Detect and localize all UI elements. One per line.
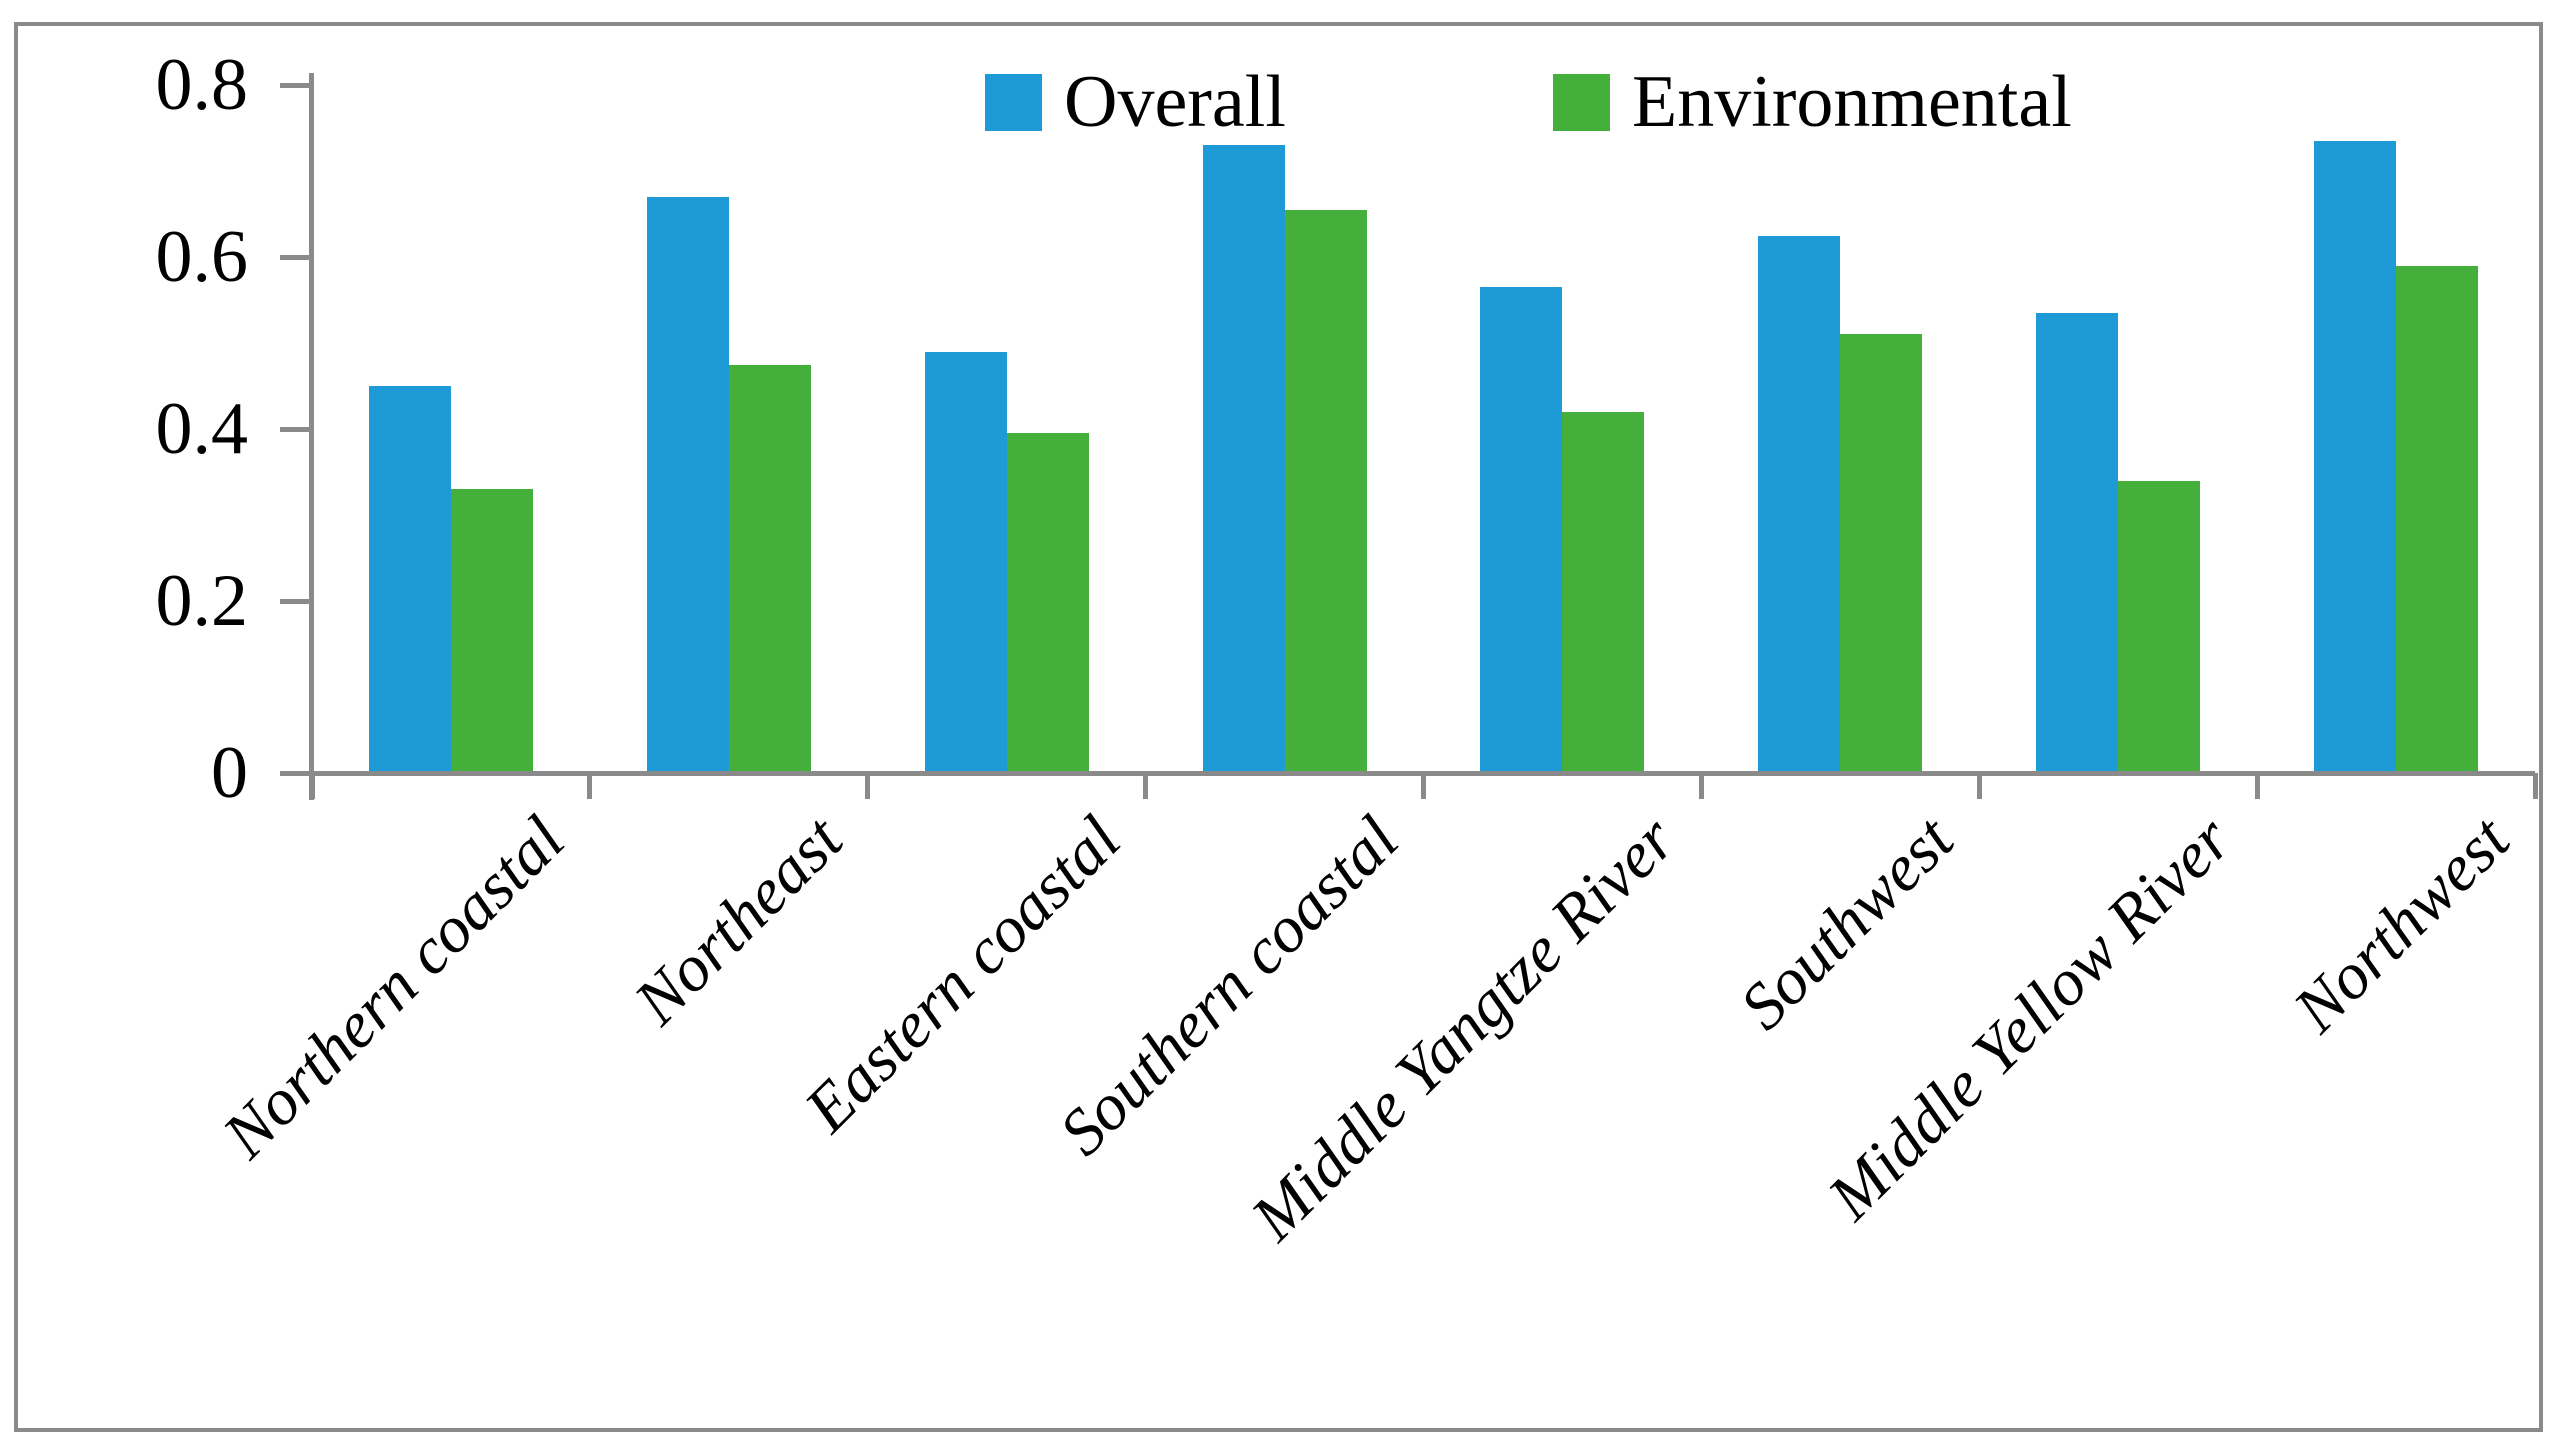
legend-item-overall: Overall xyxy=(985,62,1286,142)
legend-label-environmental: Environmental xyxy=(1632,61,2072,143)
y-tick-0.2 xyxy=(280,599,312,604)
x-tick-3 xyxy=(1143,773,1149,799)
figure-border xyxy=(14,22,2543,1432)
x-tick-6 xyxy=(1976,773,1982,799)
bar-environmental-middle-yellow-river xyxy=(2118,480,2201,773)
bar-environmental-northeast xyxy=(728,364,811,773)
x-category-label-northeast: Northeast xyxy=(620,802,857,1039)
y-tick-0.6 xyxy=(280,255,312,260)
bar-environmental-northern-coastal xyxy=(450,489,533,773)
bar-environmental-southern-coastal xyxy=(1284,209,1367,773)
x-tick-8 xyxy=(2532,773,2538,799)
x-tick-5 xyxy=(1698,773,1704,799)
legend-swatch-environmental xyxy=(1553,73,1610,131)
bar-overall-southern-coastal xyxy=(1202,145,1285,773)
x-category-label-northwest: Northwest xyxy=(2279,802,2524,1047)
y-tick-label-0.4: 0.4 xyxy=(155,388,249,470)
bar-environmental-eastern-coastal xyxy=(1006,433,1089,773)
bar-overall-northeast xyxy=(646,196,729,773)
y-tick-0.8 xyxy=(280,83,312,88)
legend-swatch-overall xyxy=(985,73,1042,131)
x-tick-7 xyxy=(2254,773,2260,799)
bar-environmental-northwest xyxy=(2396,265,2479,773)
bar-environmental-middle-yangtze-river xyxy=(1562,411,1645,773)
bar-overall-eastern-coastal xyxy=(924,351,1007,773)
legend-item-environmental: Environmental xyxy=(1553,62,2072,142)
y-tick-label-0.2: 0.2 xyxy=(155,560,249,642)
y-axis-line xyxy=(309,73,314,800)
bar-overall-northern-coastal xyxy=(368,386,451,773)
x-tick-0 xyxy=(309,773,315,799)
x-category-label-northern-coastal: Northern coastal xyxy=(209,802,579,1172)
bar-environmental-southwest xyxy=(1840,334,1923,773)
x-tick-4 xyxy=(1421,773,1426,799)
legend-label-overall: Overall xyxy=(1064,61,1286,143)
y-tick-label-0.6: 0.6 xyxy=(155,216,249,298)
y-tick-label-0.8: 0.8 xyxy=(155,44,249,126)
x-tick-2 xyxy=(865,773,871,799)
bar-overall-middle-yangtze-river xyxy=(1480,287,1563,773)
bar-overall-southwest xyxy=(1758,235,1841,773)
x-tick-1 xyxy=(587,773,593,799)
x-category-label-southwest: Southwest xyxy=(1726,802,1968,1044)
y-tick-0.4 xyxy=(280,427,312,432)
bar-overall-middle-yellow-river xyxy=(2036,312,2119,773)
bar-overall-northwest xyxy=(2314,140,2397,773)
y-tick-0 xyxy=(280,771,312,776)
y-tick-label-0: 0 xyxy=(211,732,248,814)
